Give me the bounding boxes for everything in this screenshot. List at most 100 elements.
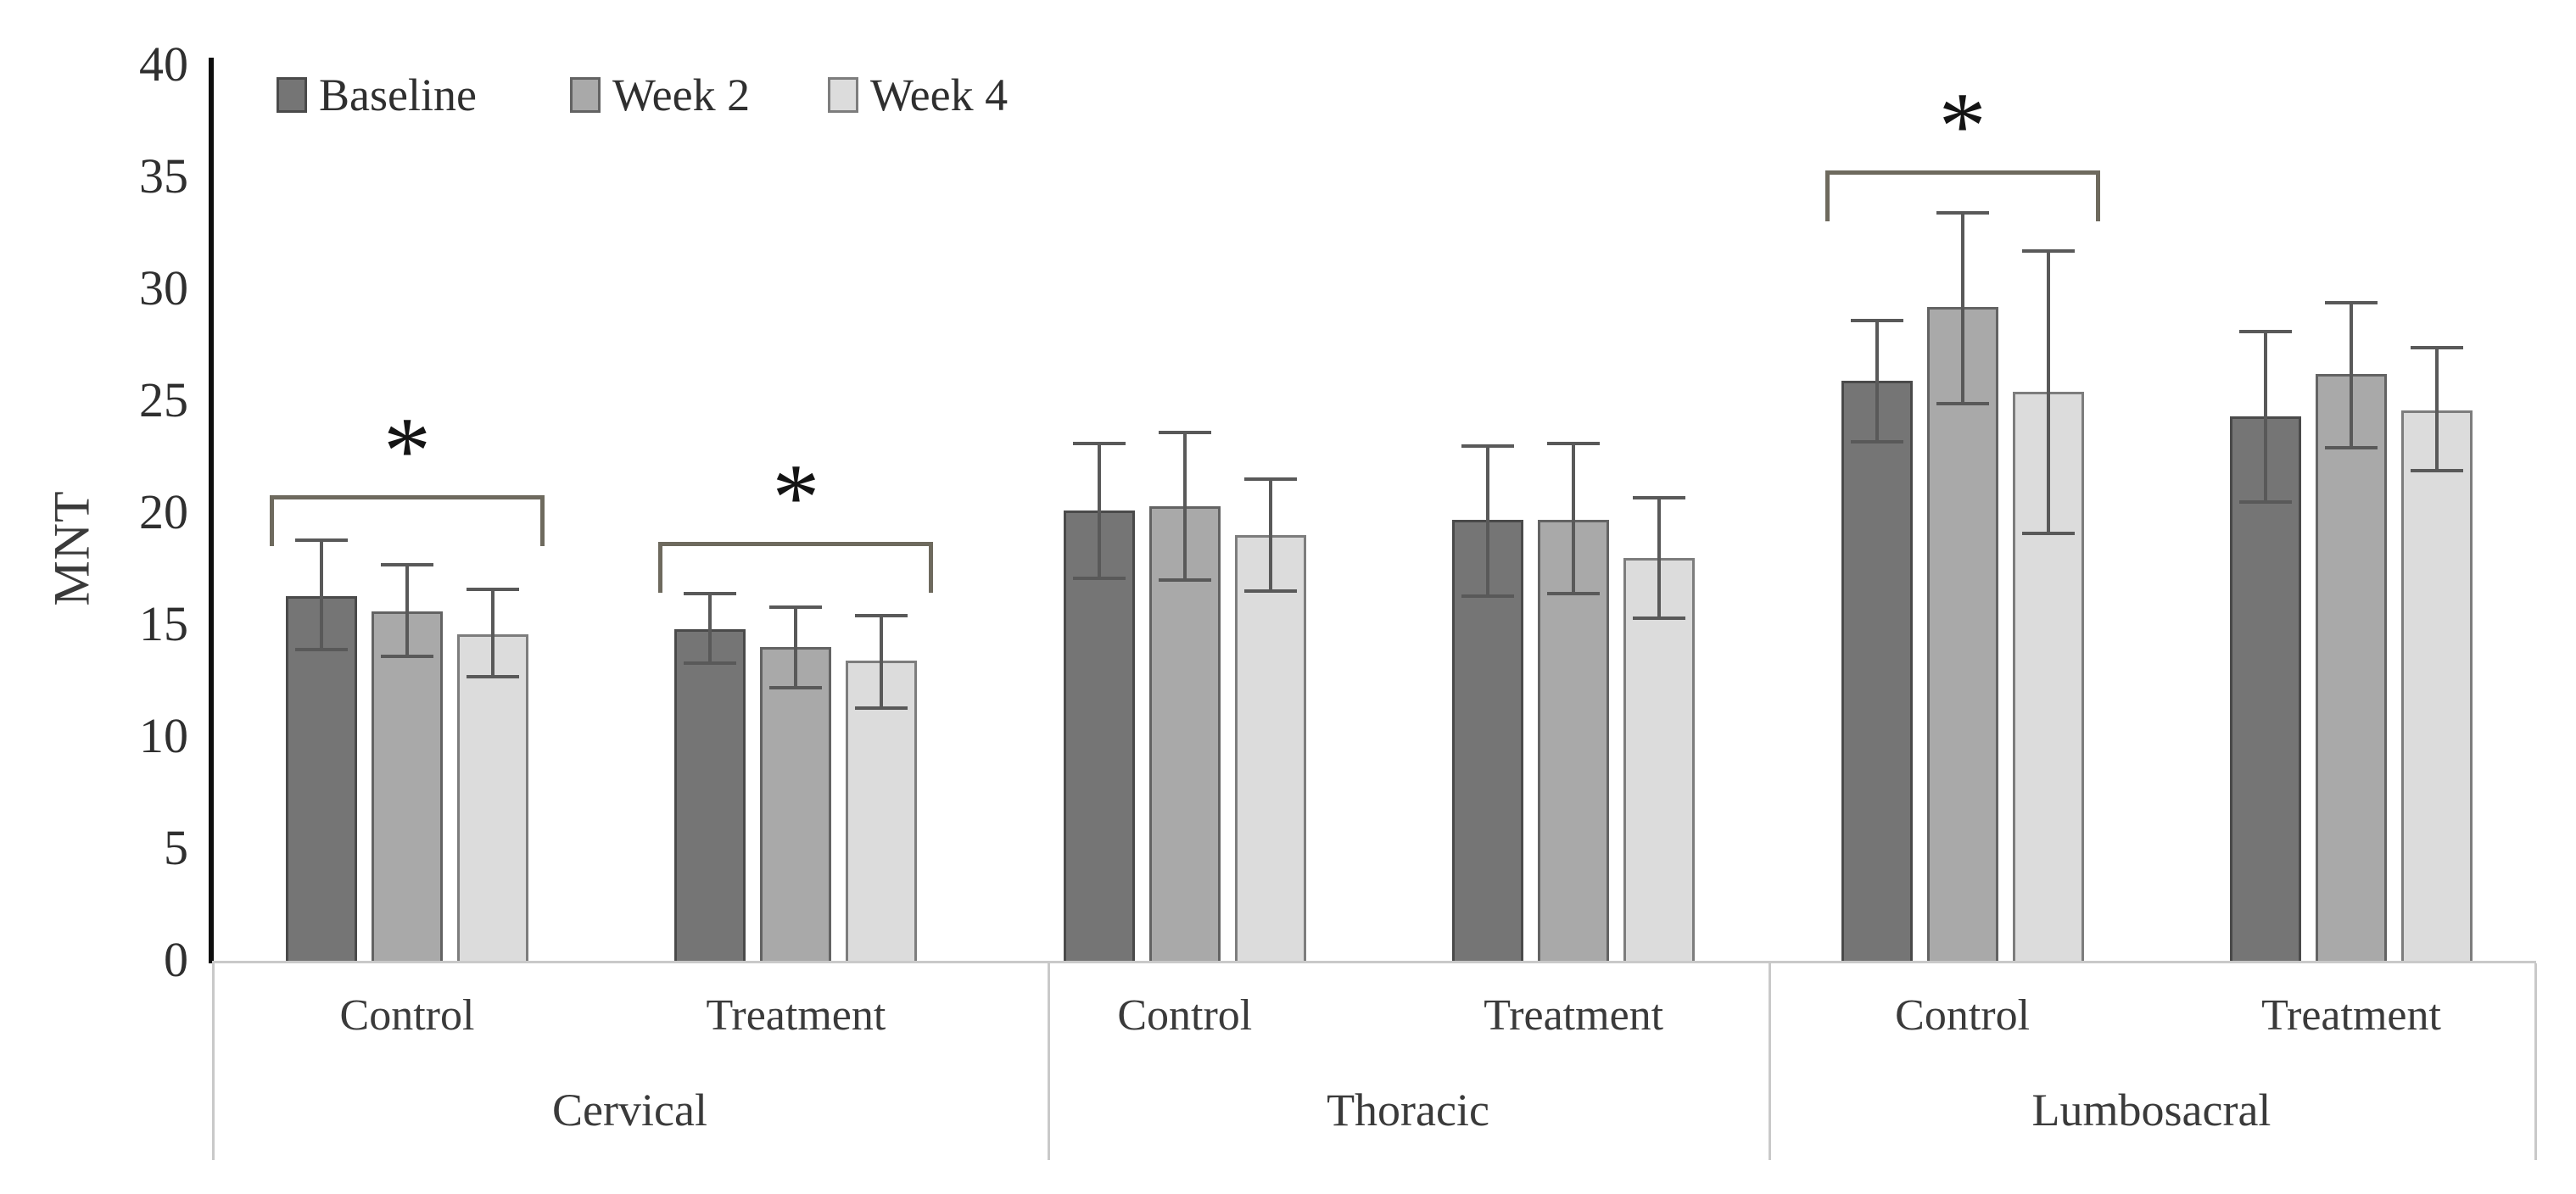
- bar-week2: [2316, 374, 2387, 961]
- error-bar-cap-bottom: [684, 661, 737, 665]
- error-bar-stem: [2435, 347, 2439, 471]
- error-bar-cap-bottom: [855, 706, 908, 710]
- legend-label: Week 2: [612, 70, 751, 120]
- category-divider: [1769, 963, 1771, 1160]
- error-bar-cap-top: [2411, 345, 2463, 349]
- significance-bracket: [270, 494, 545, 499]
- region-label: Thoracic: [1327, 1085, 1489, 1135]
- y-axis-tick-label: 15: [139, 596, 188, 651]
- y-axis-tick-label: 0: [164, 932, 188, 987]
- significance-bracket-end: [270, 494, 274, 546]
- legend-item-week2: Week 2: [570, 70, 750, 120]
- error-bar-cap-bottom: [1633, 617, 1686, 621]
- significance-asterisk: *: [772, 445, 820, 551]
- region-label: Cervical: [552, 1085, 707, 1135]
- error-bar-stem: [1657, 497, 1662, 619]
- error-bar-stem: [794, 606, 798, 688]
- error-bar-cap-top: [1072, 442, 1126, 446]
- error-bar-cap-bottom: [769, 685, 823, 689]
- condition-label: Control: [1117, 991, 1253, 1040]
- significance-bracket-end: [658, 542, 663, 594]
- error-bar-cap-bottom: [1936, 401, 1989, 405]
- condition-label: Control: [1895, 991, 2031, 1040]
- significance-bracket-end: [929, 542, 934, 594]
- legend-swatch: [828, 77, 858, 113]
- error-bar-cap-bottom: [1461, 594, 1515, 598]
- error-bar-cap-bottom: [2325, 446, 2378, 450]
- error-bar-cap-bottom: [1243, 589, 1297, 594]
- y-axis-tick-label: 5: [164, 820, 188, 875]
- error-bar-stem: [1875, 320, 1879, 442]
- error-bar-cap-top: [1243, 477, 1297, 482]
- error-bar-cap-bottom: [467, 674, 519, 678]
- legend-swatch: [570, 77, 601, 113]
- error-bar-stem: [2264, 332, 2267, 502]
- error-bar-cap-top: [381, 562, 433, 566]
- error-bar-stem: [2350, 302, 2353, 449]
- error-bar-stem: [2046, 251, 2050, 533]
- error-bar-stem: [1097, 444, 1101, 578]
- error-bar-stem: [320, 539, 323, 650]
- condition-label: Control: [339, 991, 475, 1040]
- error-bar-cap-top: [684, 592, 737, 596]
- y-axis-tick-label: 35: [139, 148, 188, 204]
- category-divider: [212, 963, 215, 1160]
- legend-swatch: [277, 77, 307, 113]
- bar-week2: [760, 647, 832, 961]
- bar-week4: [1623, 557, 1696, 961]
- error-bar-cap-bottom: [381, 654, 433, 658]
- error-bar-stem: [405, 564, 409, 656]
- y-axis-line: [209, 58, 214, 963]
- significance-bracket-end: [540, 494, 545, 546]
- bar-week2: [372, 611, 443, 961]
- error-bar-cap-bottom: [2239, 499, 2292, 504]
- y-axis-tick-label: 30: [139, 260, 188, 315]
- bar-week2: [1926, 307, 1998, 961]
- error-bar-stem: [1486, 445, 1490, 596]
- category-divider: [2534, 963, 2537, 1160]
- y-axis-tick-label: 20: [139, 484, 188, 539]
- error-bar-cap-top: [1850, 318, 1903, 322]
- bar-week4: [457, 633, 528, 961]
- error-bar-cap-top: [295, 538, 348, 542]
- region-label: Lumbosacral: [2031, 1085, 2271, 1135]
- bar-week2: [1148, 506, 1221, 961]
- error-bar-cap-top: [467, 587, 519, 591]
- legend-item-week4: Week 4: [828, 70, 1008, 120]
- error-bar-cap-bottom: [295, 648, 348, 652]
- error-bar-cap-top: [2021, 249, 2075, 254]
- error-bar-cap-top: [769, 605, 823, 609]
- error-bar-cap-bottom: [1850, 439, 1903, 444]
- significance-bracket-end: [2095, 170, 2100, 222]
- error-bar-cap-top: [2325, 300, 2378, 304]
- error-bar-cap-top: [855, 614, 908, 618]
- error-bar-cap-bottom: [2411, 468, 2463, 472]
- error-bar-cap-top: [1936, 211, 1989, 215]
- condition-label: Treatment: [1484, 991, 1664, 1040]
- error-bar-stem: [1572, 444, 1576, 594]
- legend-label: Week 4: [870, 70, 1009, 120]
- bar-baseline: [2230, 416, 2301, 961]
- error-bar-stem: [880, 616, 884, 708]
- error-bar-cap-bottom: [2021, 531, 2075, 535]
- condition-label: Treatment: [706, 991, 886, 1040]
- y-axis-tick-label: 10: [139, 708, 188, 763]
- error-bar-stem: [708, 594, 712, 663]
- error-bar-stem: [1268, 479, 1272, 592]
- error-bar-stem: [1182, 432, 1187, 581]
- bar-baseline: [674, 629, 746, 961]
- legend-label: Baseline: [319, 70, 477, 120]
- significance-bracket: [1824, 170, 2100, 176]
- error-bar-stem: [491, 589, 495, 677]
- legend-item-baseline: Baseline: [277, 70, 477, 120]
- x-axis-baseline: [212, 961, 2536, 963]
- error-bar-cap-bottom: [1072, 576, 1126, 580]
- error-bar-cap-bottom: [1158, 578, 1211, 583]
- significance-bracket-end: [1824, 170, 1830, 222]
- error-bar-cap-top: [1547, 442, 1601, 446]
- y-axis-tick-label: 25: [139, 372, 188, 427]
- error-bar-cap-top: [1158, 430, 1211, 434]
- bar-week4: [1234, 535, 1306, 961]
- error-bar-cap-top: [1461, 444, 1515, 448]
- error-bar-stem: [1960, 213, 1964, 404]
